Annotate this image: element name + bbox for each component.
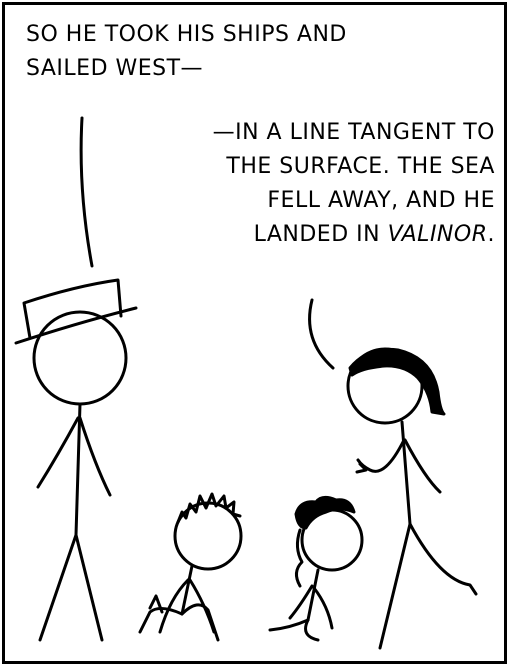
speech-line: —IN A LINE TANGENT TO [212, 120, 495, 145]
hair-bun [294, 495, 356, 530]
leg-right [304, 618, 320, 642]
woman-figure [346, 347, 478, 650]
arm-right [78, 416, 112, 497]
hair-curl [295, 528, 304, 588]
speech-bubble-woman: —IN A LINE TANGENT TO THE SURFACE. THE SE… [213, 116, 495, 252]
speech-line: SO HE TOOK HIS SHIPS AND [26, 22, 347, 47]
speech-text: LANDED IN [253, 222, 388, 247]
head [173, 501, 243, 571]
leg-right [180, 603, 220, 642]
leg-right [408, 522, 478, 596]
body [74, 402, 82, 537]
arm-left [356, 438, 406, 473]
speech-line: SAILED WEST— [26, 56, 204, 81]
leg-right [74, 533, 104, 642]
speech-line: THE SURFACE. THE SEA [226, 154, 495, 179]
hand-left [355, 462, 368, 474]
speech-line: FELL AWAY, AND HE [267, 188, 495, 213]
speech-line: LANDED IN VALINOR. [213, 218, 495, 252]
speech-bubble-hat-man: SO HE TOOK HIS SHIPS AND SAILED WEST— [26, 18, 347, 86]
arm-left [36, 416, 80, 489]
speech-text: . [487, 222, 495, 247]
child-figure-left [138, 492, 243, 642]
hat-crown [22, 278, 123, 340]
body [306, 568, 320, 622]
arm-left [158, 578, 190, 634]
knee-detail [148, 594, 164, 614]
hair [348, 347, 446, 416]
comic-panel [2, 2, 507, 664]
emphasized-word: VALINOR [387, 222, 488, 247]
body [400, 420, 412, 526]
speech-tail-left [79, 116, 94, 268]
arm-right [312, 586, 334, 630]
body [180, 564, 194, 616]
hat-man-figure [14, 278, 138, 642]
speech-tail-right [308, 298, 335, 370]
arm-left [288, 584, 314, 620]
hair [176, 492, 242, 524]
leg-left [268, 618, 310, 632]
arm-right [403, 438, 442, 494]
leg-left [378, 522, 412, 650]
leg-left [38, 533, 78, 642]
head [32, 310, 128, 406]
child-figure-right [268, 495, 364, 642]
